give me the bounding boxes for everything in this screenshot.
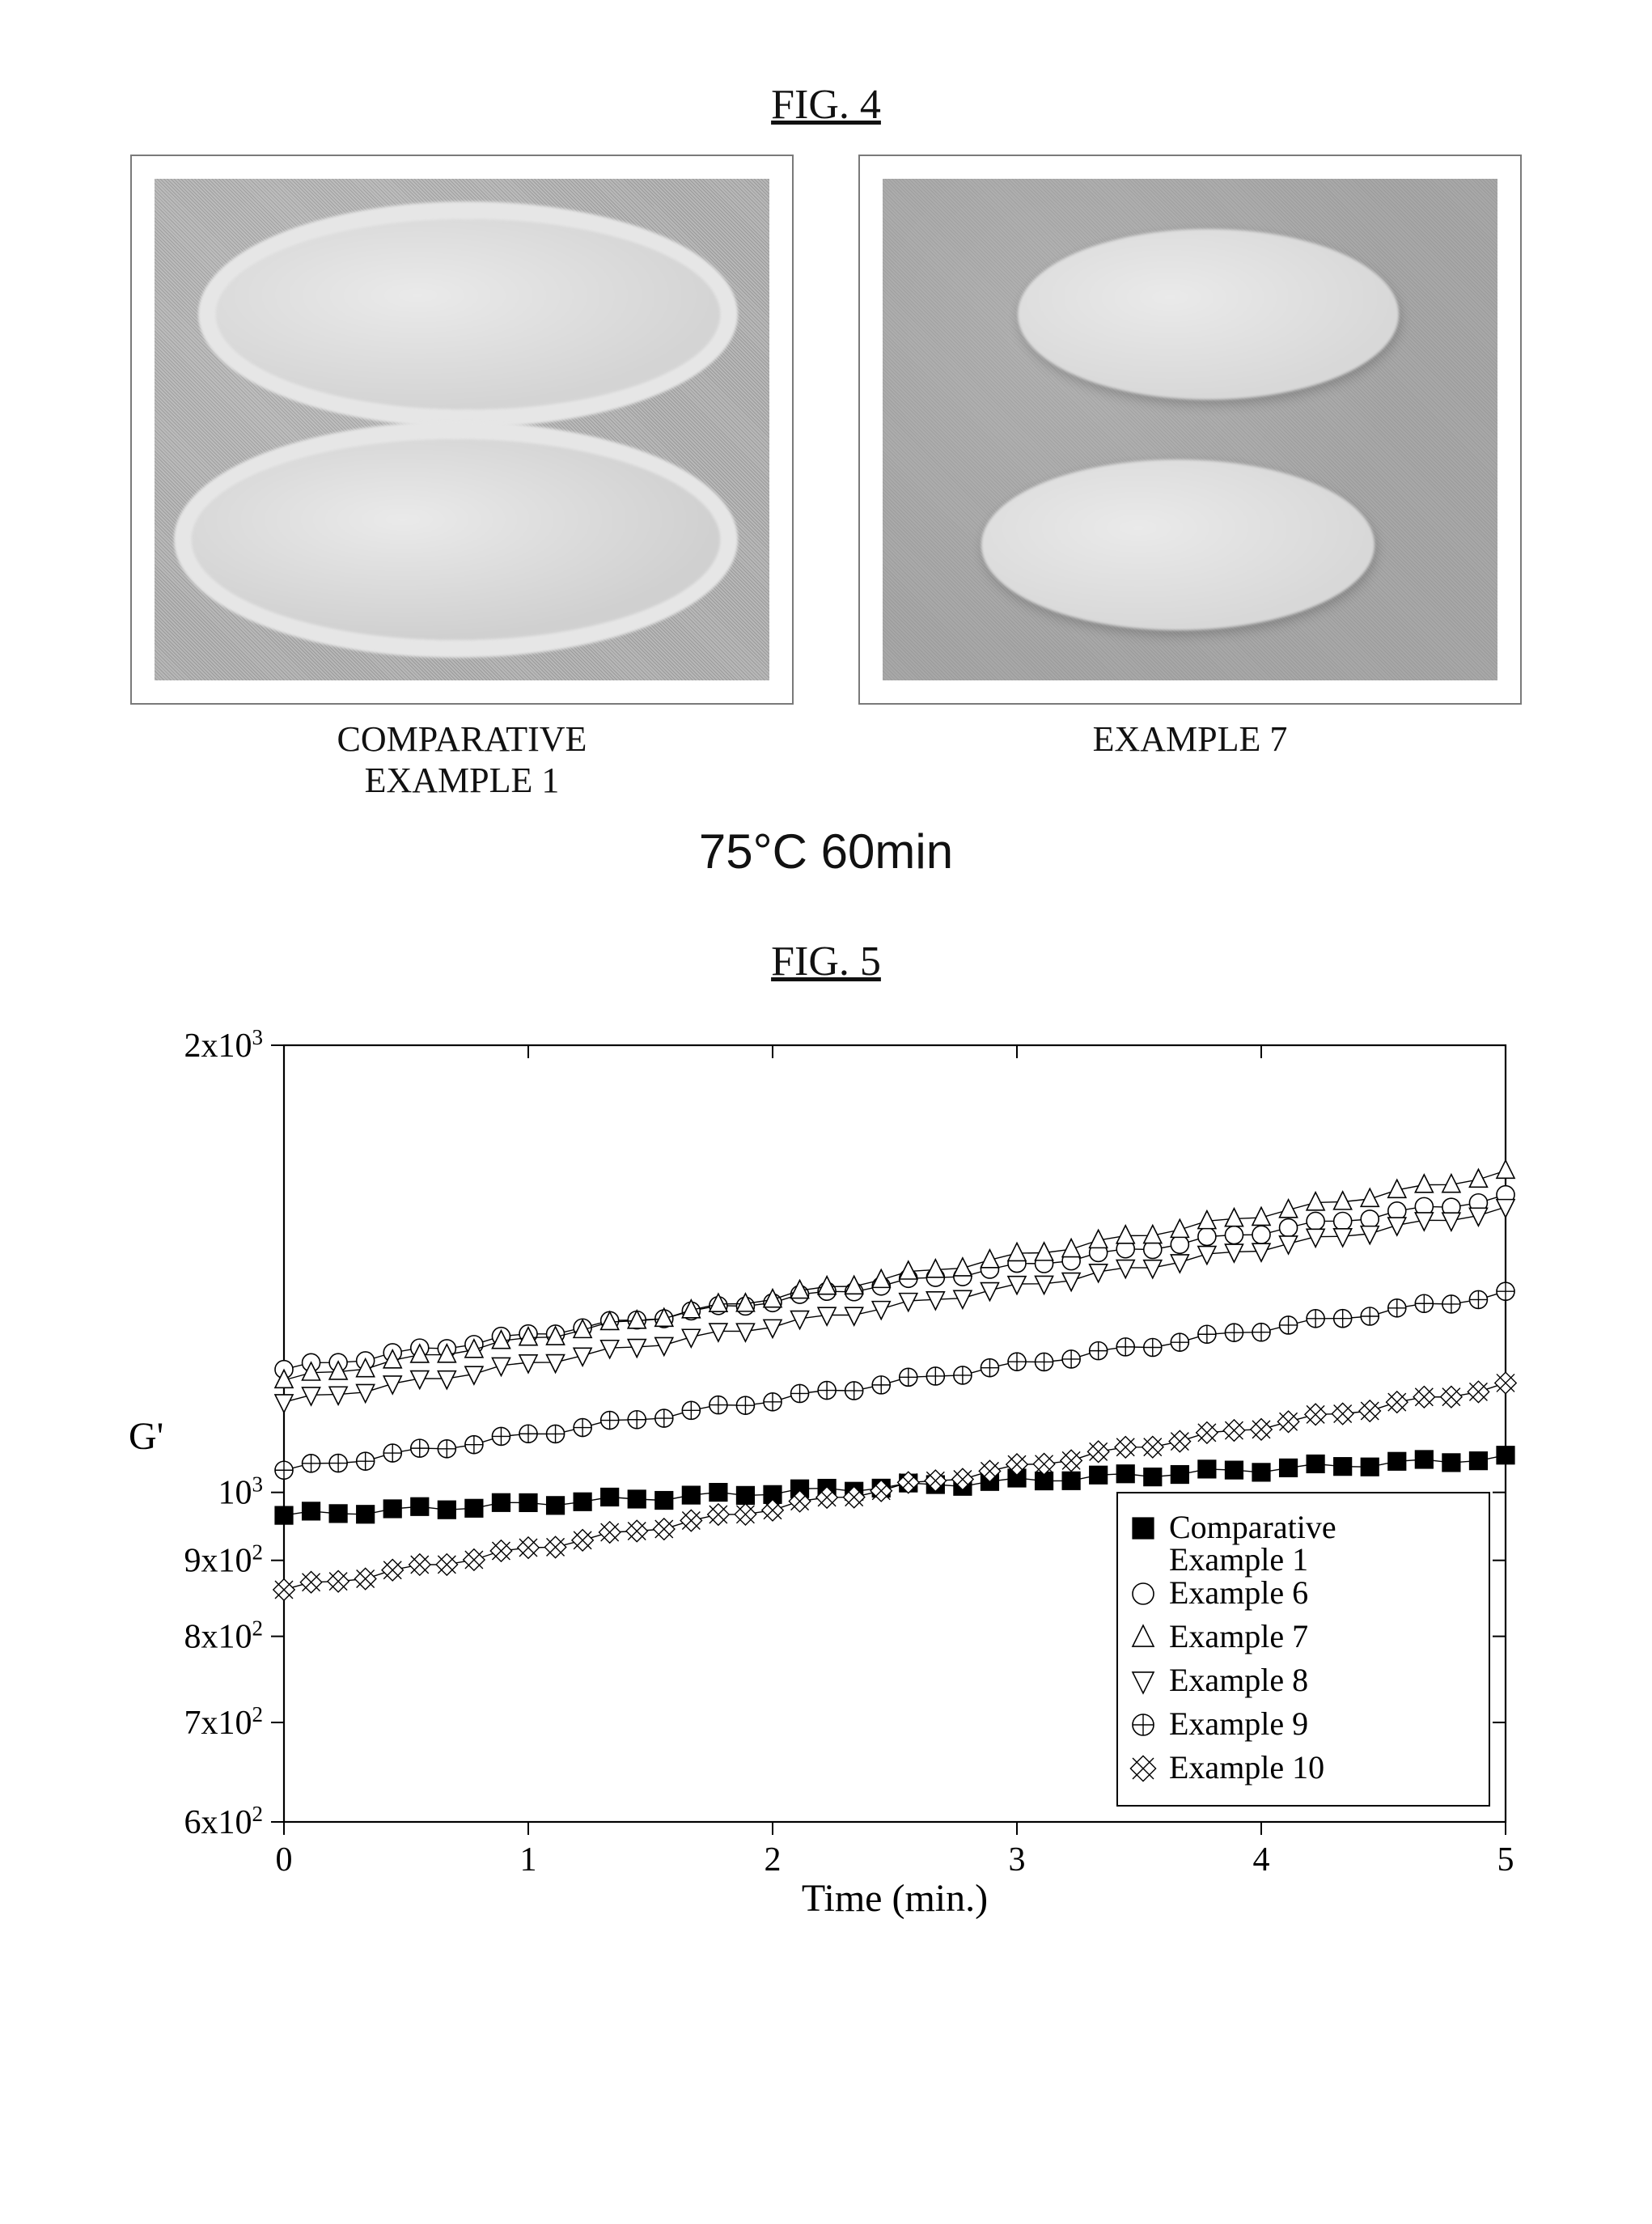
svg-text:4: 4 [1253,1841,1270,1879]
svg-text:0: 0 [276,1841,293,1879]
svg-text:9x102: 9x102 [184,1540,264,1580]
series [275,1282,1514,1479]
svg-text:2: 2 [765,1841,782,1879]
svg-text:Example 8: Example 8 [1169,1662,1308,1698]
svg-text:8x102: 8x102 [184,1616,264,1656]
svg-text:Example 7: Example 7 [1169,1618,1308,1654]
svg-text:Example 10: Example 10 [1169,1749,1324,1786]
figure-4: COMPARATIVEEXAMPLE 1 EXAMPLE 7 75°C 60min [97,155,1555,879]
svg-text:Example 9: Example 9 [1169,1705,1308,1742]
page: FIG. 4 COMPARATIVEEXAMPLE 1 EXAMPLE 7 75°… [0,0,1652,2224]
photo [155,179,769,680]
series [275,1160,1514,1387]
photo-frame [858,155,1522,705]
svg-text:2x103: 2x103 [184,1025,264,1065]
legend: ComparativeExample 1Example 6 Example 7 Ex… [1117,1493,1489,1806]
sample-blob [192,439,721,640]
svg-text:Comparative: Comparative [1169,1509,1336,1545]
figure-4-condition: 75°C 60min [699,824,953,879]
series [275,1186,1514,1379]
figure-5-chart: 0 1 2 3 4 5 Time (min.) 6x102 7x102 8x102 9x102 103… [98,1021,1554,1927]
chart-svg: 0 1 2 3 4 5 Time (min.) 6x102 7x102 8x102 9x102 103… [98,1021,1554,1927]
svg-text:G': G' [129,1415,163,1458]
sample-blob [1018,229,1399,400]
svg-text:3: 3 [1009,1841,1026,1879]
sample-blob [216,219,720,410]
figure-5-title: FIG. 5 [97,938,1555,985]
figure-4-title: FIG. 4 [97,81,1555,129]
svg-text:1: 1 [520,1841,537,1879]
svg-text:6x102: 6x102 [184,1802,264,1841]
figure-4-panel: COMPARATIVEEXAMPLE 1 [130,155,794,801]
figure-4-panel: EXAMPLE 7 [858,155,1522,801]
svg-text:103: 103 [218,1472,264,1512]
panel-caption: COMPARATIVEEXAMPLE 1 [337,719,587,801]
svg-text:7x102: 7x102 [184,1702,264,1742]
svg-text:Example 1: Example 1 [1169,1541,1308,1578]
svg-text:Time (min.): Time (min.) [802,1877,988,1920]
figure-4-panels: COMPARATIVEEXAMPLE 1 EXAMPLE 7 [97,155,1555,801]
panel-caption: EXAMPLE 7 [1093,719,1288,760]
svg-text:Example 6: Example 6 [1169,1574,1308,1611]
photo [883,179,1497,680]
sample-blob [981,460,1375,630]
svg-text:5: 5 [1497,1841,1514,1879]
photo-frame [130,155,794,705]
